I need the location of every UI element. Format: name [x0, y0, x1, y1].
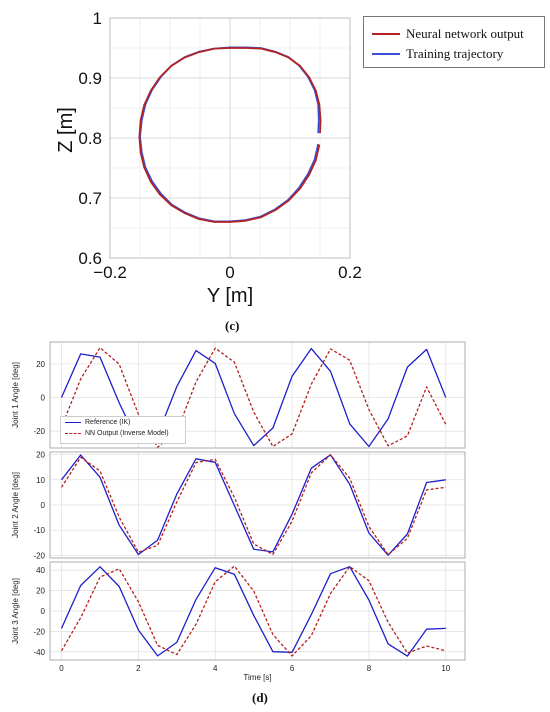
y-tick-label: -20 — [33, 551, 45, 560]
plot-frame-joint — [49, 561, 466, 661]
legend-swatch-reference — [65, 422, 81, 423]
series-line — [60, 454, 446, 556]
y-tick-label: 20 — [36, 451, 45, 460]
panel-label-d: (d) — [252, 690, 268, 705]
y-axis-label: Z [m] — [55, 107, 77, 153]
x-tick-label: 8 — [367, 664, 372, 673]
legend-label-reference: Reference (IK) — [85, 419, 131, 426]
series-line — [138, 47, 322, 223]
series-line — [60, 566, 446, 657]
x-tick-label: 10 — [441, 664, 450, 673]
legend-label-nn-output: Neural network output — [406, 26, 524, 41]
y-tick-label: 0.6 — [78, 249, 102, 268]
y-tick-label: 20 — [36, 587, 45, 596]
x-tick-label: 0 — [225, 263, 234, 282]
x-axis-label: Y [m] — [207, 285, 253, 307]
legend-swatch-training — [372, 53, 400, 55]
y-tick-label: 1 — [93, 9, 102, 28]
y-axis-label: Joint 1 Angle [deg] — [11, 362, 20, 428]
x-tick-label: −0.2 — [93, 263, 127, 282]
y-tick-label: 20 — [36, 360, 45, 369]
y-tick-label: 0 — [41, 501, 46, 510]
y-tick-label: -20 — [33, 427, 45, 436]
series-line — [60, 565, 446, 657]
legend-swatch-nn-output — [372, 33, 400, 35]
trajectory-legend: Neural network output Training trajector… — [363, 16, 545, 68]
panel-label-c: (c) — [225, 318, 240, 333]
y-tick-label: 0.7 — [78, 189, 102, 208]
y-tick-label: -10 — [33, 526, 45, 535]
y-tick-label: -20 — [33, 627, 45, 636]
series-line — [60, 454, 446, 556]
y-tick-label: 0 — [41, 394, 46, 403]
y-axis-label: Joint 3 Angle [deg] — [11, 578, 20, 644]
x-tick-label: 6 — [290, 664, 295, 673]
y-tick-label: -40 — [33, 648, 45, 657]
y-tick-label: 0.9 — [78, 69, 102, 88]
legend-label-training: Training trajectory — [406, 46, 504, 61]
y-tick-label: 10 — [36, 476, 45, 485]
x-tick-label: 0.2 — [338, 263, 362, 282]
y-tick-label: 0 — [41, 607, 46, 616]
y-tick-label: 0.8 — [78, 129, 102, 148]
plot-frame-trajectory — [109, 17, 351, 259]
joint-legend: Reference (IK) NN Output (Inverse Model) — [60, 416, 186, 444]
x-axis-label: Time [s] — [243, 673, 271, 682]
x-tick-label: 0 — [59, 664, 64, 673]
x-tick-label: 2 — [136, 664, 141, 673]
y-tick-label: 40 — [36, 566, 45, 575]
legend-swatch-nn-inverse — [65, 433, 81, 434]
y-axis-label: Joint 2 Angle [deg] — [11, 472, 20, 538]
plot-frame-joint — [49, 451, 466, 559]
legend-label-nn-inverse: NN Output (Inverse Model) — [85, 430, 169, 437]
x-tick-label: 4 — [213, 664, 218, 673]
series-line — [60, 347, 447, 448]
plot-frame-joint — [49, 341, 466, 449]
